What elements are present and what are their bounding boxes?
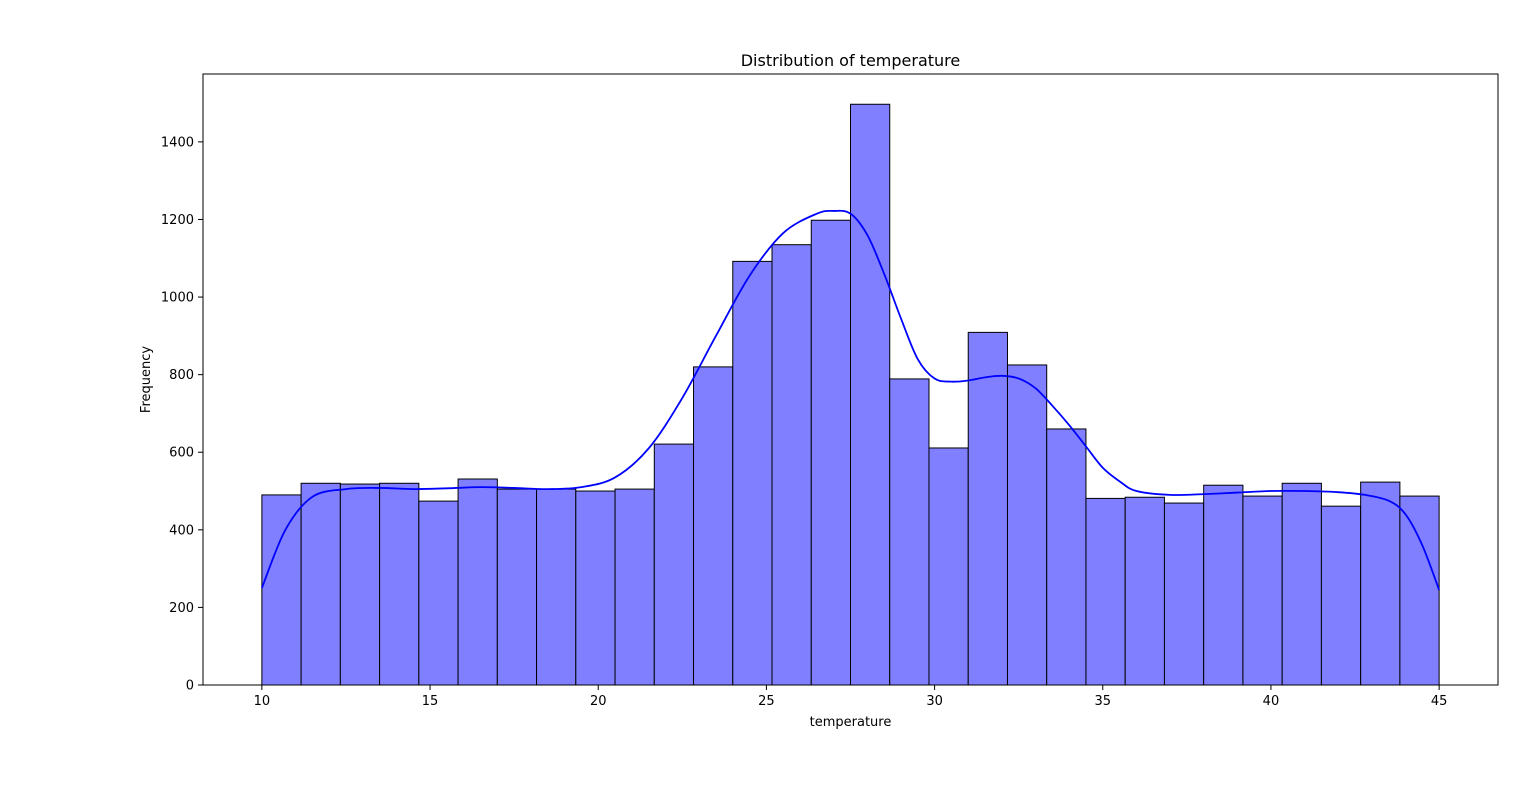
histogram-bar [379,482,420,686]
histogram-bar [693,366,734,686]
histogram-bar [261,494,302,686]
histogram-bar [1124,496,1165,686]
histogram-bar [850,103,891,686]
y-axis-label: Frequency [139,346,154,413]
histogram-bar [339,483,381,686]
kde-layer [261,209,1440,591]
histogram-bar [1399,495,1440,686]
histogram-bar [1281,482,1322,686]
chart-title: Distribution of temperature [741,51,961,70]
histogram-bar [928,447,969,686]
histogram-bar [1203,484,1244,686]
x-tick-label: 10 [254,694,271,709]
histogram-bar [653,443,695,686]
histogram-bar [1242,495,1283,686]
histogram-bar [1360,481,1401,686]
y-tick-label: 1200 [161,213,194,228]
histogram-bar [1046,428,1087,686]
x-axis-label: temperature [810,715,892,730]
y-tick-label: 600 [169,446,194,461]
y-tick-label: 0 [186,679,194,694]
x-tick-label: 35 [1094,694,1111,709]
plot-area-frame [202,73,1499,686]
histogram-bar [457,478,498,686]
histogram-bar [1006,364,1048,686]
histogram-bar [614,488,655,686]
x-tick-label: 30 [926,694,943,709]
histogram-bar [771,244,812,686]
y-tick-label: 400 [169,523,194,538]
histogram-bar [967,331,1008,686]
histogram-bar [300,482,341,686]
histogram-bar [536,488,577,686]
x-tick-label: 15 [422,694,439,709]
y-tick-label: 1400 [161,135,194,150]
histogram-bar [496,488,538,686]
y-tick-label: 200 [169,601,194,616]
y-tick-label: 800 [169,368,194,383]
histogram-bar [575,490,616,686]
histogram-bar [1085,497,1126,686]
y-axis: 0 200 400 600 800 1000 1200 1400 [161,135,203,694]
x-axis: 10 15 20 25 30 35 40 45 [254,685,1448,709]
histogram-bar [418,500,459,686]
x-tick-label: 20 [590,694,607,709]
histogram-bar [1320,505,1362,686]
bars-layer [261,103,1440,686]
y-tick-label: 1000 [161,291,194,306]
x-tick-label: 40 [1263,694,1280,709]
x-tick-label: 25 [758,694,775,709]
kde-line [261,209,1440,591]
histogram-bar [889,378,930,686]
histogram-bar [810,219,851,686]
histogram-bar [1163,502,1205,686]
histogram-bar [732,260,773,686]
x-tick-label: 45 [1431,694,1448,709]
